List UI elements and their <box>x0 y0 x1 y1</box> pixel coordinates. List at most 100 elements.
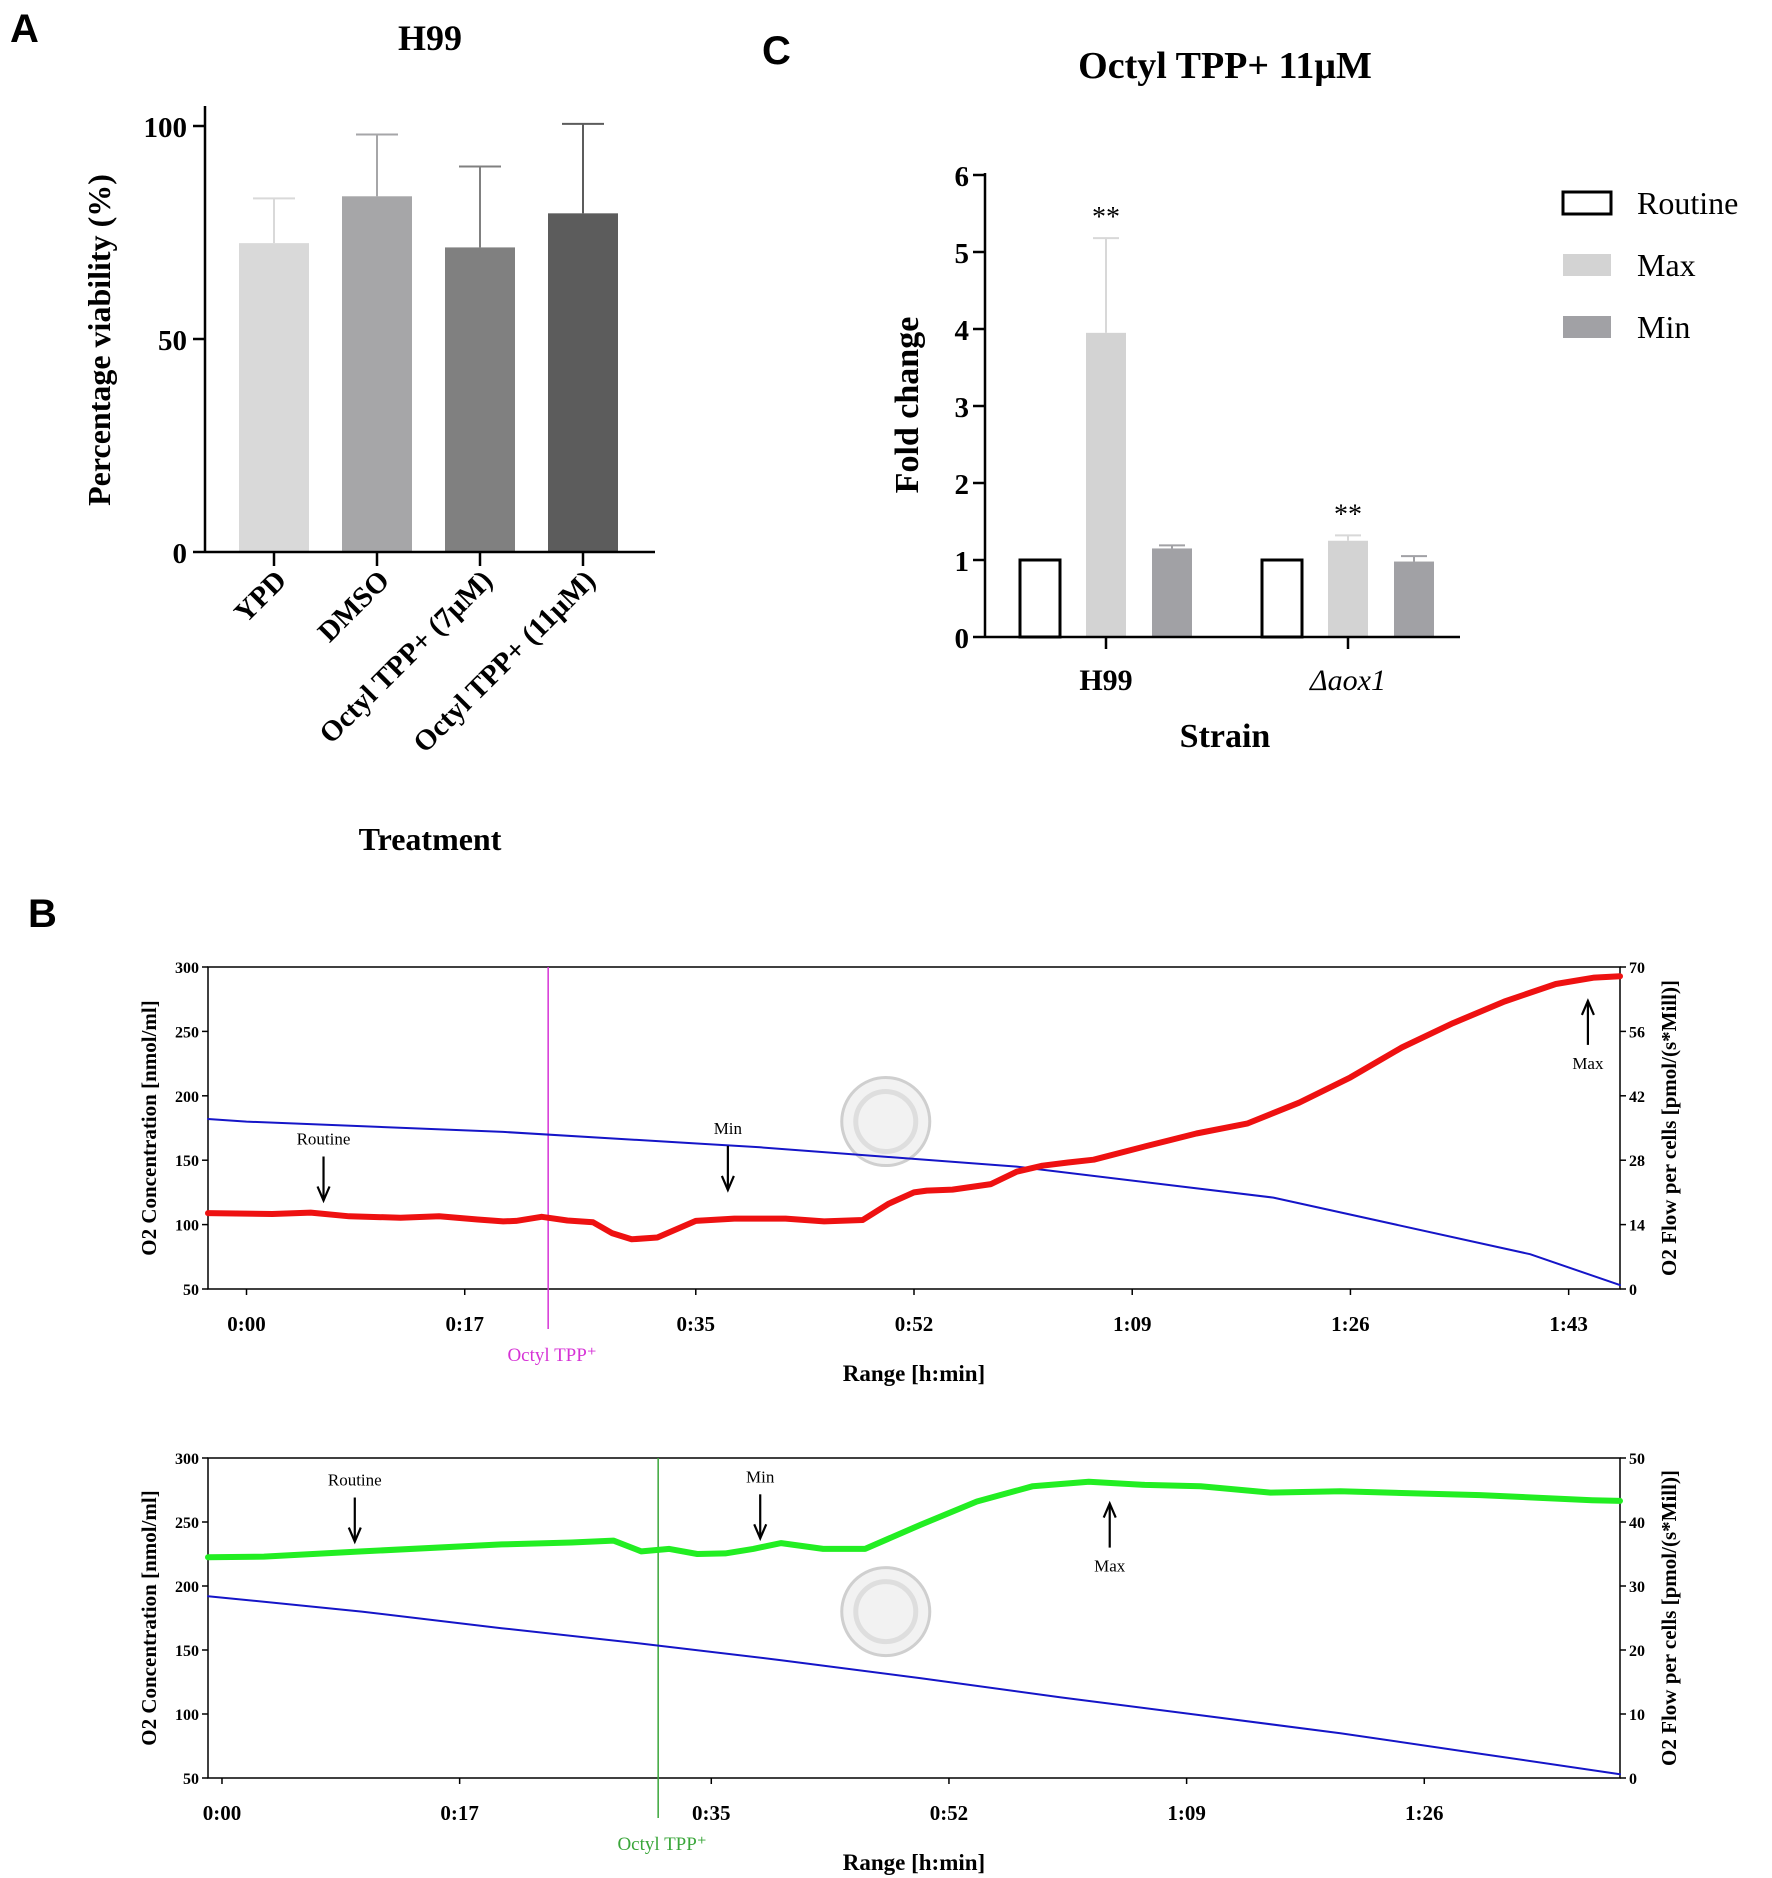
y-tick-label-c-3: 3 <box>955 392 970 424</box>
x-tick-label-b-top-4: 1:09 <box>1113 1312 1152 1336</box>
annotation-b-bottom-routine-arrow-head <box>347 1527 362 1545</box>
legend-label-min: Min <box>1637 309 1690 345</box>
y-tick-label-right-b-top-42: 42 <box>1629 1089 1645 1106</box>
x-tick-label-a-ypd: YPD <box>228 564 293 629</box>
legend-swatch-routine <box>1561 190 1613 216</box>
y-tick-label-c-6: 6 <box>955 161 970 193</box>
y-tick-label-left-b-top-250: 250 <box>175 1024 199 1041</box>
x-label-b-bottom: Range [h:min] <box>843 1850 985 1875</box>
y-tick-label-c-5: 5 <box>955 238 970 270</box>
x-label-b-top: Range [h:min] <box>843 1361 985 1386</box>
y-tick-label-left-b-bottom-300: 300 <box>175 1451 199 1468</box>
y-tick-label-left-b-top-100: 100 <box>175 1218 199 1235</box>
annotation-b-bottom-min-arrow-head <box>753 1523 768 1542</box>
y-tick-label-right-b-top-56: 56 <box>1629 1024 1645 1041</box>
y-tick-label-right-b-bottom-10: 10 <box>1629 1707 1645 1724</box>
bar-a-octyl-tpp-7-m <box>445 247 515 552</box>
bar-c-routine-0 <box>1018 558 1062 639</box>
x-tick-label-b-bottom-0: 0:00 <box>203 1801 242 1825</box>
y-tick-label-right-b-top-0: 0 <box>1629 1282 1637 1299</box>
panel-label-b: B <box>28 892 57 936</box>
x-tick-label-b-top-2: 0:35 <box>677 1312 716 1336</box>
annotation-b-top-routine: Routine <box>297 1130 351 1149</box>
annotation-b-top-max-arrow-head <box>1580 998 1595 1016</box>
panel-label-a: A <box>10 7 39 51</box>
y-tick-label-left-b-top-300: 300 <box>175 960 199 977</box>
series-b-top-o2-concentration <box>207 1118 1621 1287</box>
x-tick-label-b-bottom-1: 0:17 <box>440 1801 479 1825</box>
x-tick-label-b-top-6: 1:43 <box>1549 1312 1588 1336</box>
panel-label-c: C <box>762 29 791 73</box>
y-tick-label-c-4: 4 <box>955 315 970 347</box>
x-tick-label-b-bottom-3: 0:52 <box>930 1801 969 1825</box>
y-tick-label-right-b-bottom-20: 20 <box>1629 1643 1645 1660</box>
chart-c-title: Octyl TPP+ 11μM <box>1078 45 1372 87</box>
x-tick-label-b-top-5: 1:26 <box>1331 1312 1370 1336</box>
annotation-b-top-max: Max <box>1572 1054 1604 1073</box>
annotation-b-top-min: Min <box>714 1119 743 1138</box>
series-b-bottom-o2-flow-per-cells <box>205 1478 1623 1561</box>
annotation-b-bottom-routine: Routine <box>328 1471 382 1490</box>
y-tick-label-a-50: 50 <box>158 325 187 357</box>
annotation-b-top-routine-arrow-head <box>316 1186 331 1204</box>
significance-c-1: ** <box>1334 499 1362 530</box>
y-label-a: Percentage viability (%) <box>81 174 117 506</box>
legend-swatch-min <box>1563 316 1611 338</box>
legend-swatch-max <box>1563 254 1611 276</box>
y-tick-label-c-1: 1 <box>955 546 970 578</box>
bar-c-min-1 <box>1394 561 1434 637</box>
bar-c-routine-1 <box>1260 558 1304 639</box>
y-tick-label-a-100: 100 <box>144 112 188 144</box>
annotation-b-bottom-min: Min <box>746 1467 775 1486</box>
chart-a-title: H99 <box>398 18 462 58</box>
legend-label-max: Max <box>1637 247 1696 283</box>
y-tick-label-left-b-bottom-250: 250 <box>175 1515 199 1532</box>
y-tick-label-left-b-bottom-150: 150 <box>175 1643 199 1660</box>
y-tick-label-right-b-bottom-0: 0 <box>1629 1771 1637 1788</box>
x-tick-label-b-bottom-2: 0:35 <box>692 1801 731 1825</box>
x-tick-label-b-bottom-5: 1:26 <box>1405 1801 1444 1825</box>
y-tick-label-right-b-top-28: 28 <box>1629 1153 1645 1170</box>
x-tick-label-c-0: H99 <box>1079 664 1132 697</box>
x-tick-label-b-top-3: 0:52 <box>895 1312 934 1336</box>
x-label-a: Treatment <box>359 821 502 857</box>
y-label-left-b-top: O2 Concentration [nmol/ml] <box>137 1000 161 1255</box>
annotation-b-bottom-max: Max <box>1094 1557 1126 1576</box>
x-tick-label-c-1: Δaox1 <box>1309 664 1386 697</box>
x-tick-label-a-octyl-tpp-11-m: Octyl TPP+ (11μM) <box>407 564 602 759</box>
x-label-c: Strain <box>1180 718 1271 755</box>
y-label-right-b-bottom: O2 Flow per cells [pmol/(s*Mill)] <box>1657 1470 1681 1766</box>
y-tick-label-a-0: 0 <box>173 538 188 570</box>
y-label-right-b-top: O2 Flow per cells [pmol/(s*Mill)] <box>1657 980 1681 1276</box>
series-b-top-o2-flow-per-cells <box>205 973 1623 1243</box>
chart-b-bottom: Octyl TPP⁺0:00 0:17 0:35 0:52 1:09 1:26501001… <box>137 1451 1681 1875</box>
y-label-left-b-bottom: O2 Concentration [nmol/ml] <box>137 1490 161 1745</box>
watermark-logo-ring-b-top <box>853 1089 919 1155</box>
y-tick-label-left-b-bottom-50: 50 <box>183 1771 199 1788</box>
significance-c-0: ** <box>1092 202 1120 233</box>
x-tick-label-b-bottom-4: 1:09 <box>1167 1801 1206 1825</box>
y-tick-label-c-2: 2 <box>955 469 970 501</box>
legend-label-routine: Routine <box>1637 185 1738 221</box>
chart-c: Octyl TPP+ 11μM H99 Δaox1 ** ** 0 1 2 3 4 5 6 Fold c… <box>889 45 1738 755</box>
bar-a-octyl-tpp-11-m <box>548 213 618 552</box>
bar-c-max-1 <box>1328 540 1368 637</box>
bar-c-max-0 <box>1086 332 1126 637</box>
y-tick-label-c-0: 0 <box>955 623 970 655</box>
y-tick-label-left-b-top-200: 200 <box>175 1089 199 1106</box>
vline-label-b-top: Octyl TPP⁺ <box>507 1345 596 1366</box>
bar-c-min-0 <box>1152 548 1192 637</box>
y-tick-label-left-b-top-50: 50 <box>183 1282 199 1299</box>
y-label-c: Fold change <box>889 317 926 494</box>
watermark-logo-ring-b-bottom <box>853 1579 919 1645</box>
vline-label-b-bottom: Octyl TPP⁺ <box>617 1834 706 1855</box>
x-tick-label-b-top-1: 0:17 <box>445 1312 484 1336</box>
x-tick-label-a-octyl-tpp-7-m: Octyl TPP+ (7μM) <box>313 564 499 750</box>
y-tick-label-right-b-bottom-40: 40 <box>1629 1515 1645 1532</box>
plot-frame-b-bottom <box>207 1457 1621 1779</box>
series-b-bottom-o2-concentration <box>207 1595 1621 1776</box>
y-tick-label-left-b-bottom-100: 100 <box>175 1707 199 1724</box>
y-tick-label-right-b-top-70: 70 <box>1629 960 1645 977</box>
